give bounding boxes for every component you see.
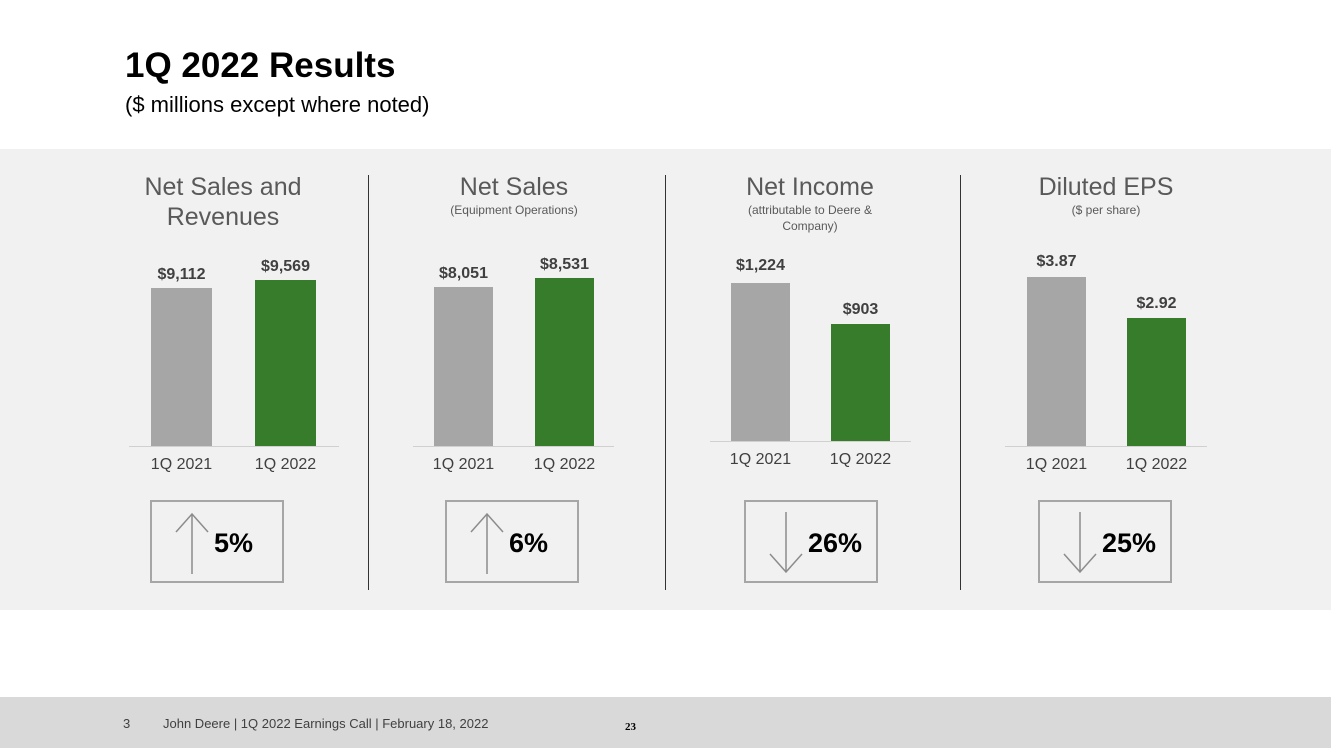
bar-prior: [151, 288, 212, 446]
panel-divider: [960, 175, 961, 590]
bar-value-label: $903: [842, 301, 879, 319]
arrow-up-icon: [175, 512, 209, 574]
panel-header: Diluted EPS ($ per share): [986, 172, 1226, 218]
bar-current: [831, 324, 890, 441]
slide-number: 3: [123, 716, 131, 731]
arrow-down-icon: [769, 512, 803, 574]
bar-value-label: $1,224: [736, 257, 785, 274]
bar-current: [535, 277, 594, 446]
change-box: 6%: [445, 500, 579, 583]
footer-bar: [0, 697, 1331, 748]
panel-header: Net Sales (Equipment Operations): [394, 172, 634, 218]
panel-title: Net Sales: [459, 173, 569, 201]
arrow-down-icon: [1063, 512, 1097, 574]
panel-title: Net Income: [746, 173, 874, 201]
page-number: 23: [625, 721, 636, 733]
x-axis-line: [129, 446, 339, 447]
footer-text: John Deere | 1Q 2022 Earnings Call | Feb…: [163, 716, 489, 731]
change-percent: 26%: [808, 528, 863, 558]
panel-header: Net Sales and Revenues: [103, 172, 343, 232]
bar-prior: [731, 283, 790, 441]
page-subtitle: ($ millions except where noted): [125, 92, 430, 117]
x-axis-label: 1Q 2022: [254, 456, 317, 473]
x-axis-label: 1Q 2022: [533, 456, 596, 473]
x-axis-label: 1Q 2022: [829, 451, 892, 468]
bar-value-label: $8,531: [540, 255, 589, 273]
bar-current: [255, 280, 316, 446]
page-title: 1Q 2022 Results: [125, 46, 396, 85]
bar-value-label: $3.87: [1036, 253, 1077, 270]
panel-title: Diluted EPS: [1038, 173, 1174, 201]
x-axis-line: [1005, 446, 1207, 447]
bar-current: [1127, 318, 1186, 446]
bar-value-label: $8,051: [439, 265, 488, 282]
change-percent: 25%: [1102, 528, 1157, 558]
x-axis-label: 1Q 2021: [150, 456, 213, 473]
panel-divider: [665, 175, 666, 590]
x-axis-label: 1Q 2021: [432, 456, 495, 473]
panel-subtitle: ($ per share): [1071, 203, 1141, 217]
bar-prior: [1027, 277, 1086, 446]
bar-value-label: $2.92: [1136, 295, 1177, 313]
panel-header: Net Income (attributable to Deere & Compa…: [690, 172, 930, 234]
change-box: 26%: [744, 500, 878, 583]
x-axis-label: 1Q 2021: [729, 451, 792, 468]
x-axis-line: [710, 441, 911, 442]
x-axis-line: [413, 446, 614, 447]
bar-prior: [434, 287, 493, 446]
change-percent: 6%: [509, 528, 549, 558]
panel-subtitle: (attributable to Deere & Company): [747, 203, 873, 233]
bar-value-label: $9,112: [157, 266, 206, 283]
panel-title: Net Sales and Revenues: [144, 173, 302, 231]
x-axis-label: 1Q 2021: [1025, 456, 1088, 473]
change-box: 5%: [150, 500, 284, 583]
panel-divider: [368, 175, 369, 590]
panel-subtitle: (Equipment Operations): [450, 203, 578, 217]
x-axis-label: 1Q 2022: [1125, 456, 1188, 473]
change-percent: 5%: [214, 528, 254, 558]
bar-value-label: $9,569: [261, 258, 310, 276]
change-box: 25%: [1038, 500, 1172, 583]
arrow-up-icon: [470, 512, 504, 574]
